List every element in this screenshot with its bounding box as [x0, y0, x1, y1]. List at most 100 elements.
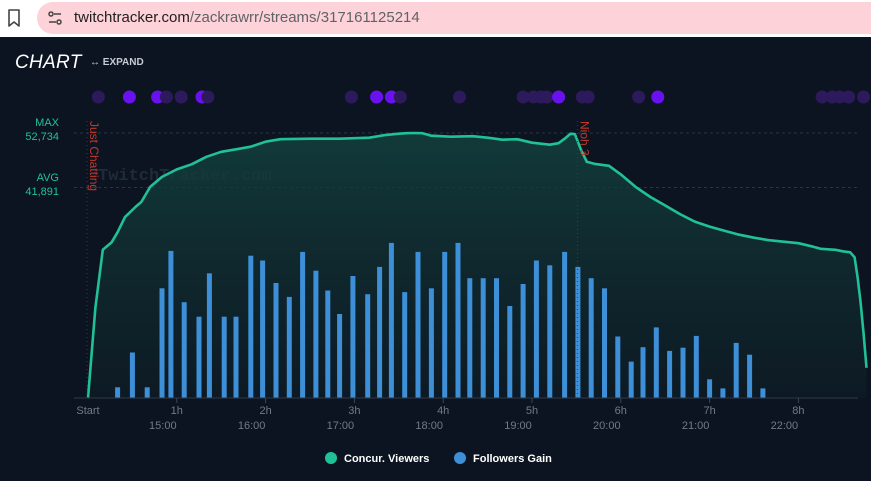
followers-bar	[350, 276, 356, 398]
followers-bar	[129, 352, 135, 398]
event-dot[interactable]	[370, 90, 384, 104]
event-dot[interactable]	[159, 90, 173, 104]
followers-bar	[337, 314, 343, 398]
followers-bar	[455, 242, 461, 398]
legend-label-viewers: Concur. Viewers	[344, 453, 429, 465]
followers-bar	[388, 242, 394, 398]
stat-labels: MAX 52,734 AVG 41,891	[25, 117, 59, 198]
followers-bar	[260, 260, 266, 398]
event-dot[interactable]	[91, 90, 105, 104]
event-dot[interactable]	[552, 90, 566, 104]
expand-label: EXPAND	[102, 57, 144, 68]
event-dot[interactable]	[384, 90, 398, 104]
event-dot[interactable]	[393, 90, 407, 104]
chart-legend: Concur. Viewers Followers Gain	[325, 452, 552, 465]
event-dot[interactable]	[122, 90, 136, 104]
followers-bar	[667, 350, 673, 398]
followers-bar	[588, 278, 594, 398]
followers-bar	[707, 379, 713, 398]
viewers-area	[88, 133, 867, 398]
followers-bar	[467, 278, 473, 398]
event-dot[interactable]	[815, 90, 829, 104]
game-label: Nioh 3	[577, 121, 591, 156]
event-dot[interactable]	[201, 90, 215, 104]
followers-bar	[325, 290, 331, 398]
event-dots	[91, 90, 870, 104]
legend-item-followers[interactable]: Followers Gain	[454, 452, 552, 465]
followers-bar	[547, 265, 553, 398]
event-dot[interactable]	[581, 90, 595, 104]
event-dot[interactable]	[857, 90, 870, 104]
followers-bar	[680, 347, 686, 398]
followers-bar	[640, 347, 646, 398]
avg-value: 41,891	[25, 186, 59, 198]
avg-label: AVG	[37, 172, 59, 184]
event-dot[interactable]	[833, 90, 847, 104]
event-dot[interactable]	[453, 90, 466, 104]
event-dot[interactable]	[842, 90, 856, 104]
followers-bar	[693, 335, 699, 398]
followers-bar	[760, 388, 766, 398]
followers-bar	[628, 361, 634, 398]
followers-bar	[144, 387, 150, 398]
followers-bar	[442, 251, 448, 398]
followers-bar	[602, 288, 607, 398]
followers-bar	[221, 316, 227, 398]
x-clock-label: 22:00	[771, 420, 799, 432]
bookmark-icon[interactable]	[6, 8, 22, 28]
url-path: /zackrawrr/streams/317161125214	[189, 9, 420, 26]
followers-bar	[196, 316, 202, 398]
game-label: Just Chatting	[87, 121, 101, 191]
x-tick-label: 6h	[615, 405, 627, 417]
legend-swatch-viewers	[325, 452, 337, 464]
legend-item-viewers[interactable]: Concur. Viewers	[325, 452, 429, 465]
x-tick-label: Start	[76, 405, 99, 417]
event-dot[interactable]	[174, 90, 188, 104]
url-field[interactable]: twitchtracker.com/zackrawrr/streams/3171…	[37, 2, 871, 34]
x-tick-label: 7h	[703, 405, 715, 417]
followers-bar	[480, 278, 486, 398]
viewers-line	[86, 131, 868, 399]
followers-bar	[428, 288, 434, 398]
followers-bars	[115, 242, 766, 398]
followers-bar	[733, 342, 739, 398]
x-tick-label: 2h	[259, 405, 271, 417]
x-tick-label: 8h	[792, 405, 804, 417]
event-dot[interactable]	[540, 90, 554, 104]
followers-bar	[415, 251, 421, 398]
x-clock-label: 16:00	[238, 420, 266, 432]
x-tick-label: 5h	[526, 405, 538, 417]
legend-swatch-followers	[454, 452, 466, 464]
expand-button[interactable]: ↔ EXPAND	[90, 57, 144, 68]
followers-bar	[233, 316, 239, 398]
followers-bar	[615, 336, 621, 398]
site-settings-icon[interactable]	[47, 10, 63, 26]
event-dot[interactable]	[651, 90, 665, 104]
event-dot[interactable]	[344, 90, 358, 104]
browser-address-bar: twitchtracker.com/zackrawrr/streams/3171…	[0, 0, 871, 38]
followers-bar	[286, 296, 292, 398]
event-dot[interactable]	[516, 90, 530, 104]
followers-bar	[494, 278, 499, 398]
url-text: twitchtracker.com/zackrawrr/streams/3171…	[74, 9, 420, 26]
followers-bar	[181, 302, 187, 398]
x-clock-label: 15:00	[149, 420, 177, 432]
chart-panel: CHART ↔ EXPAND TwitchTracker.com MAX 52,…	[0, 37, 871, 481]
followers-bar	[248, 255, 254, 398]
followers-bar	[747, 354, 753, 398]
followers-bar	[562, 251, 568, 398]
x-tick-label: 1h	[171, 405, 183, 417]
followers-bar	[507, 306, 513, 398]
event-dot[interactable]	[632, 90, 646, 104]
followers-bar	[206, 273, 212, 398]
stream-chart: TwitchTracker.com MAX 52,734 AVG 41,891 …	[25, 90, 870, 465]
x-axis-ticks: Start 1h 2h 3h 4h 5h 6h 7h 8h 15:00 16:00 17:00 18:0…	[76, 398, 805, 432]
x-clock-label: 17:00	[327, 420, 355, 432]
x-tick-label: 4h	[437, 405, 449, 417]
x-tick-label: 3h	[348, 405, 360, 417]
followers-bar	[402, 292, 408, 398]
followers-bar	[313, 270, 319, 398]
x-clock-label: 19:00	[504, 420, 532, 432]
followers-bar	[115, 387, 121, 398]
x-clock-label: 20:00	[593, 420, 621, 432]
